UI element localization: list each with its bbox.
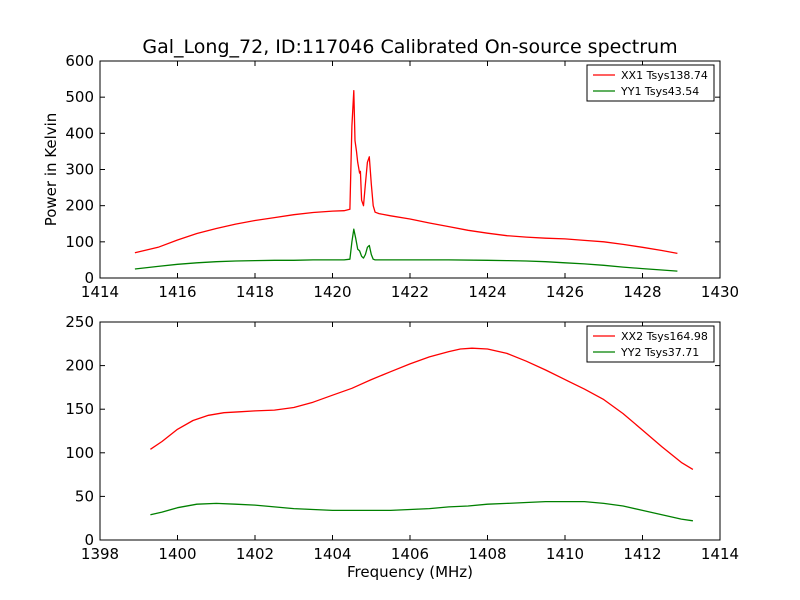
x-tick-label-1-4: 1406 <box>391 545 429 563</box>
x-tick-label-0-4: 1422 <box>391 283 429 301</box>
legend-label-1-1: YY2 Tsys37.71 <box>620 346 699 359</box>
x-tick-label-0-6: 1426 <box>546 283 584 301</box>
x-tick-label-1-3: 1404 <box>313 545 351 563</box>
x-tick-label-1-6: 1410 <box>546 545 584 563</box>
y-tick-label-0-0: 0 <box>84 269 94 287</box>
x-tick-label-1-0: 1398 <box>81 545 119 563</box>
y-tick-label-0-5: 500 <box>65 88 94 106</box>
chart-title: Gal_Long_72, ID:117046 Calibrated On-sou… <box>142 36 677 58</box>
legend-1: XX2 Tsys164.98 YY2 Tsys37.71 <box>586 325 715 363</box>
legend-label-0-1: YY1 Tsys43.54 <box>620 85 699 98</box>
x-tick-label-0-0: 1414 <box>81 283 119 301</box>
y-tick-label-1-5: 250 <box>65 313 94 331</box>
series-line-1-0 <box>150 347 694 470</box>
x-tick-label-0-7: 1428 <box>623 283 661 301</box>
y-tick-label-1-1: 50 <box>75 487 94 505</box>
legend-0: XX1 Tsys138.74 YY1 Tsys43.54 <box>586 64 715 102</box>
top-plot: 1414 1416 1418 1420 1422 1424 1426 1428 1430 0 100… <box>42 52 739 301</box>
x-tick-label-0-1: 1416 <box>158 283 196 301</box>
y-tick-label-0-1: 100 <box>65 233 94 251</box>
legend-box-0 <box>586 64 715 102</box>
y-tick-label-0-6: 600 <box>65 52 94 70</box>
x-tick-label-1-8: 1414 <box>701 545 739 563</box>
series-line-0-0 <box>134 90 678 255</box>
y-tick-label-0-4: 400 <box>65 124 94 142</box>
x-tick-label-1-2: 1402 <box>236 545 274 563</box>
y-tick-label-1-4: 200 <box>65 357 94 375</box>
x-tick-label-1-5: 1408 <box>468 545 506 563</box>
legend-box-1 <box>586 325 715 363</box>
x-axis-label-1: Frequency (MHz) <box>347 563 473 581</box>
x-tick-label-1-1: 1400 <box>158 545 196 563</box>
y-axis-label-0: Power in Kelvin <box>42 113 60 227</box>
x-tick-label-0-3: 1420 <box>313 283 351 301</box>
x-tick-label-0-5: 1424 <box>468 283 506 301</box>
y-tick-label-0-2: 200 <box>65 197 94 215</box>
series-line-0-1 <box>134 228 678 272</box>
y-tick-label-0-3: 300 <box>65 161 94 179</box>
series-line-1-1 <box>150 500 693 522</box>
y-tick-label-1-0: 0 <box>84 531 94 549</box>
y-tick-label-1-3: 150 <box>65 400 94 418</box>
legend-label-1-0: XX2 Tsys164.98 <box>621 330 708 343</box>
x-tick-label-0-8: 1430 <box>701 283 739 301</box>
y-tick-label-1-2: 100 <box>65 444 94 462</box>
bottom-plot: 1398 1400 1402 1404 1406 1408 1410 1412 1414 0 50 1… <box>65 313 739 581</box>
legend-label-0-0: XX1 Tsys138.74 <box>621 69 708 82</box>
x-tick-label-1-7: 1412 <box>623 545 661 563</box>
x-tick-label-0-2: 1418 <box>236 283 274 301</box>
